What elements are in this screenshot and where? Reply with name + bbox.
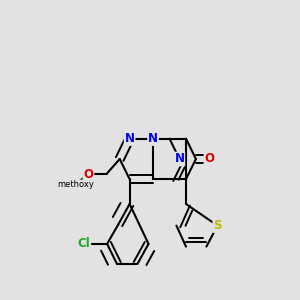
Text: Cl: Cl [78, 237, 90, 250]
Text: N: N [148, 132, 158, 145]
Text: O: O [83, 167, 94, 181]
Text: S: S [213, 219, 222, 232]
Text: O: O [204, 152, 214, 166]
Text: N: N [174, 152, 184, 166]
Text: N: N [124, 132, 135, 145]
Text: methoxy: methoxy [57, 180, 94, 189]
